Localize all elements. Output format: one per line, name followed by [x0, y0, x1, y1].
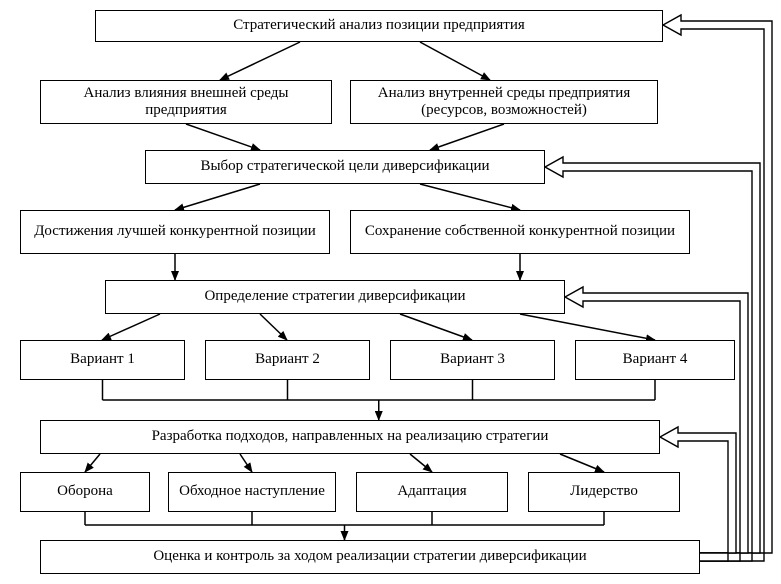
flowchart-node-n4: Выбор стратегической цели диверсификации	[145, 150, 545, 184]
node-label: Анализ влияния внешней среды предприятия	[47, 85, 325, 120]
flowchart-node-a2: Обходное наступление	[168, 472, 336, 512]
node-label: Вариант 2	[255, 351, 320, 368]
flowchart-node-n2: Анализ влияния внешней среды предприятия	[40, 80, 332, 124]
node-label: Адаптация	[397, 483, 466, 500]
flowchart-node-v1: Вариант 1	[20, 340, 185, 380]
flowchart-node-v2: Вариант 2	[205, 340, 370, 380]
flowchart-node-n3: Анализ внутренней среды предприятия (рес…	[350, 80, 658, 124]
node-label: Разработка подходов, направленных на реа…	[152, 428, 549, 445]
flowchart-node-v3: Вариант 3	[390, 340, 555, 380]
flowchart-node-n7: Определение стратегии диверсификации	[105, 280, 565, 314]
flowchart-node-n1: Стратегический анализ позиции предприяти…	[95, 10, 663, 42]
flowchart-node-v4: Вариант 4	[575, 340, 735, 380]
node-label: Вариант 4	[623, 351, 688, 368]
diversification-strategy-flowchart: Стратегический анализ позиции предприяти…	[0, 0, 781, 584]
flowchart-node-n6: Сохранение собственной конкурентной пози…	[350, 210, 690, 254]
node-label: Оценка и контроль за ходом реализации ст…	[153, 548, 586, 565]
node-label: Выбор стратегической цели диверсификации	[200, 158, 489, 175]
node-label: Вариант 3	[440, 351, 505, 368]
node-label: Достижения лучшей конкурентной позиции	[34, 223, 316, 240]
node-label: Анализ внутренней среды предприятия (рес…	[357, 85, 651, 120]
node-label: Вариант 1	[70, 351, 135, 368]
node-label: Лидерство	[570, 483, 638, 500]
flowchart-node-a3: Адаптация	[356, 472, 508, 512]
node-label: Оборона	[57, 483, 113, 500]
flowchart-node-a1: Оборона	[20, 472, 150, 512]
flowchart-node-n9: Оценка и контроль за ходом реализации ст…	[40, 540, 700, 574]
node-label: Стратегический анализ позиции предприяти…	[233, 17, 525, 34]
flowchart-node-n8: Разработка подходов, направленных на реа…	[40, 420, 660, 454]
flowchart-node-a4: Лидерство	[528, 472, 680, 512]
node-label: Сохранение собственной конкурентной пози…	[365, 223, 675, 240]
node-label: Определение стратегии диверсификации	[204, 288, 465, 305]
flowchart-node-n5: Достижения лучшей конкурентной позиции	[20, 210, 330, 254]
node-label: Обходное наступление	[179, 483, 325, 500]
